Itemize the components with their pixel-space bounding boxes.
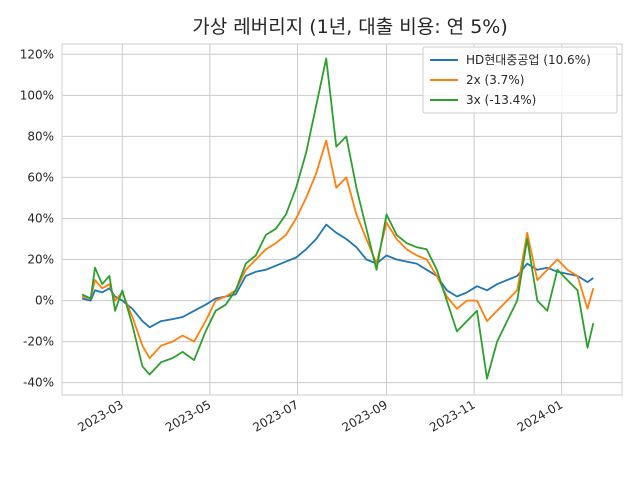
y-tick-label: 100% — [20, 88, 54, 102]
legend-box — [422, 46, 618, 114]
y-tick-label: 60% — [27, 170, 54, 184]
x-tick-label: 2023-11 — [427, 397, 477, 434]
legend-entry-label: 3x (-13.4%) — [466, 93, 536, 107]
y-tick-label: 120% — [20, 47, 54, 61]
y-axis-tick-labels: -40% -20% 0% 20% 40% 60% 80% 100% 120% — [20, 47, 54, 389]
chart-title: 가상 레버리지 (1년, 대출 비용: 연 5%) — [192, 16, 508, 38]
y-tick-label: 20% — [27, 253, 54, 267]
x-tick-label: 2023-05 — [163, 397, 213, 434]
series-line-1 — [81, 223, 594, 329]
legend-entry-label: 2x (3.7%) — [466, 73, 524, 87]
y-tick-label: 0% — [35, 294, 54, 308]
legend-entry-label: HD현대중공업 (10.6%) — [466, 53, 591, 67]
series-line-2 — [81, 139, 595, 360]
y-tick-label: 40% — [27, 211, 54, 225]
series-line-3 — [81, 57, 595, 380]
x-axis-tick-labels: 2023-03 2023-05 2023-07 2023-09 2023-11 2024-… — [75, 397, 565, 434]
y-tick-label: -20% — [23, 335, 54, 349]
x-tick-label: 2023-09 — [340, 397, 390, 434]
legend: HD현대중공업 (10.6%) 2x (3.7%) 3x (-13.4%) — [422, 46, 618, 114]
y-tick-label: -40% — [23, 376, 54, 390]
x-tick-label: 2023-07 — [251, 397, 301, 434]
x-tick-label: 2023-03 — [75, 397, 125, 434]
x-tick-label: 2024-01 — [515, 397, 565, 434]
y-tick-label: 80% — [27, 129, 54, 143]
series-lines — [81, 57, 595, 380]
